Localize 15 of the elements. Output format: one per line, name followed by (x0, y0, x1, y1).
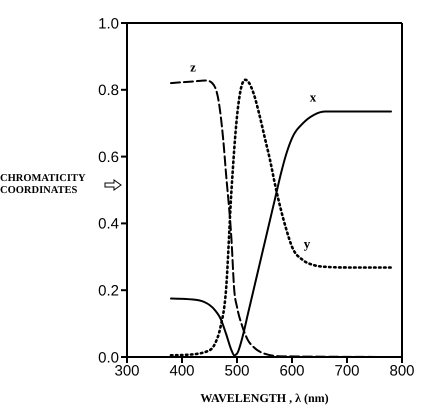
x-tick-label: 700 (334, 362, 360, 380)
x-tick-label: 500 (224, 362, 250, 380)
series-label: z (190, 59, 196, 74)
y-tick-label: 0.6 (98, 148, 119, 166)
y-tick-label: 0.2 (98, 282, 119, 300)
x-tick-label: 600 (279, 362, 305, 380)
x-axis-title: WAVELENGTH , λ (nm) (200, 391, 329, 405)
series-label: y (304, 236, 311, 252)
y-tick-label: 0.8 (98, 82, 119, 100)
y-tick-label: 0.4 (98, 216, 119, 233)
y-axis-title: CHROMATICITY COORDINATES (0, 173, 86, 197)
y-tick-label: 1.0 (98, 15, 119, 32)
series-label: x (310, 90, 317, 105)
x-tick-label: 400 (169, 362, 195, 380)
x-tick-label: 800 (389, 362, 415, 380)
